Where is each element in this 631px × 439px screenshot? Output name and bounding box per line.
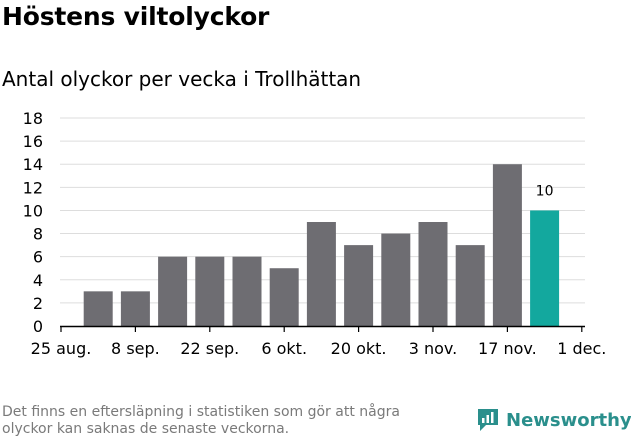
bar-data-label: 10: [536, 183, 554, 199]
x-tick-label: 6 okt.: [261, 339, 307, 358]
bar: [530, 210, 560, 326]
bar: [455, 245, 485, 326]
bar: [344, 245, 374, 326]
x-tick-label: 22 sep.: [180, 339, 239, 358]
bar: [269, 268, 299, 326]
y-tick-label: 0: [33, 317, 43, 336]
bar: [120, 291, 150, 326]
bar: [83, 291, 113, 326]
bar: [232, 256, 262, 326]
bar: [492, 164, 522, 326]
brand-name: Newsworthy: [506, 409, 631, 431]
x-tick-label: 17 nov.: [478, 339, 537, 358]
x-tick-label: 1 dec.: [557, 339, 606, 358]
x-tick-label: 25 aug.: [31, 339, 92, 358]
y-tick-label: 2: [33, 294, 43, 313]
y-tick-label: 8: [33, 225, 43, 244]
bar: [418, 222, 448, 326]
newsworthy-logo: Newsworthy: [476, 407, 631, 433]
y-tick-label: 4: [33, 271, 43, 290]
y-tick-label: 10: [23, 201, 43, 220]
bar: [195, 256, 225, 326]
bar: [306, 222, 336, 326]
y-tick-label: 18: [23, 109, 43, 128]
x-tick-label: 8 sep.: [111, 339, 160, 358]
bar: [158, 256, 188, 326]
x-tick-label: 3 nov.: [409, 339, 458, 358]
bar-chart: 0 2 4 6 8 10 12 14 16 18 10 25 aug. 8 sep. 22 sep. 6 o…: [23, 109, 607, 358]
x-tick-label: 20 okt.: [331, 339, 387, 358]
chart-title: Höstens viltolyckor: [2, 2, 270, 31]
bar: [381, 233, 411, 326]
newsworthy-icon: [478, 409, 498, 431]
footnote: Det finns en eftersläpning i statistiken…: [2, 404, 400, 437]
y-tick-label: 6: [33, 248, 43, 267]
y-tick-label: 14: [23, 155, 43, 174]
y-tick-label: 16: [23, 132, 43, 151]
y-tick-label: 12: [23, 178, 43, 197]
chart-subtitle: Antal olyckor per vecka i Trollhättan: [2, 67, 362, 91]
